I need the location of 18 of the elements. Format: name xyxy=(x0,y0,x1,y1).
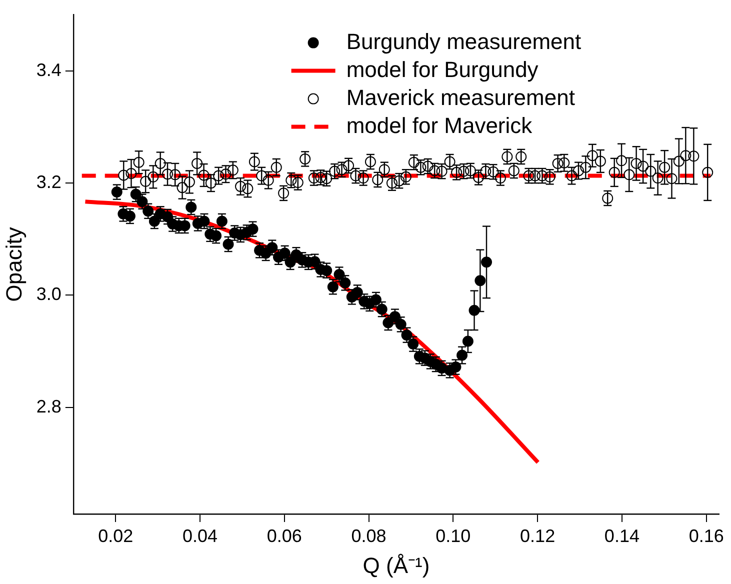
x-axis-title: Q (Å⁻¹) xyxy=(362,552,430,578)
legend-label: model for Burgundy xyxy=(346,56,538,82)
y-tick-label: 3.0 xyxy=(36,284,62,304)
x-tick-label: 0.06 xyxy=(266,526,302,546)
x-tick-label: 0.02 xyxy=(98,526,134,546)
x-tick-label: 0.10 xyxy=(436,526,471,546)
legend-label: Maverick measurement xyxy=(346,84,575,110)
legend-label: Burgundy measurement xyxy=(346,28,582,54)
x-tick-label: 0.08 xyxy=(351,526,386,546)
x-tick-label: 0.14 xyxy=(604,526,640,546)
x-tick-label: 0.12 xyxy=(520,526,556,546)
y-tick-label: 2.8 xyxy=(36,396,62,416)
x-tick-label: 0.16 xyxy=(688,526,724,546)
y-axis-title: Opacity xyxy=(1,227,26,302)
x-tick-label: 0.04 xyxy=(182,526,218,546)
y-tick-label: 3.2 xyxy=(36,172,62,192)
y-tick-label: 3.4 xyxy=(36,60,62,80)
legend-label: model for Maverick xyxy=(346,112,534,138)
